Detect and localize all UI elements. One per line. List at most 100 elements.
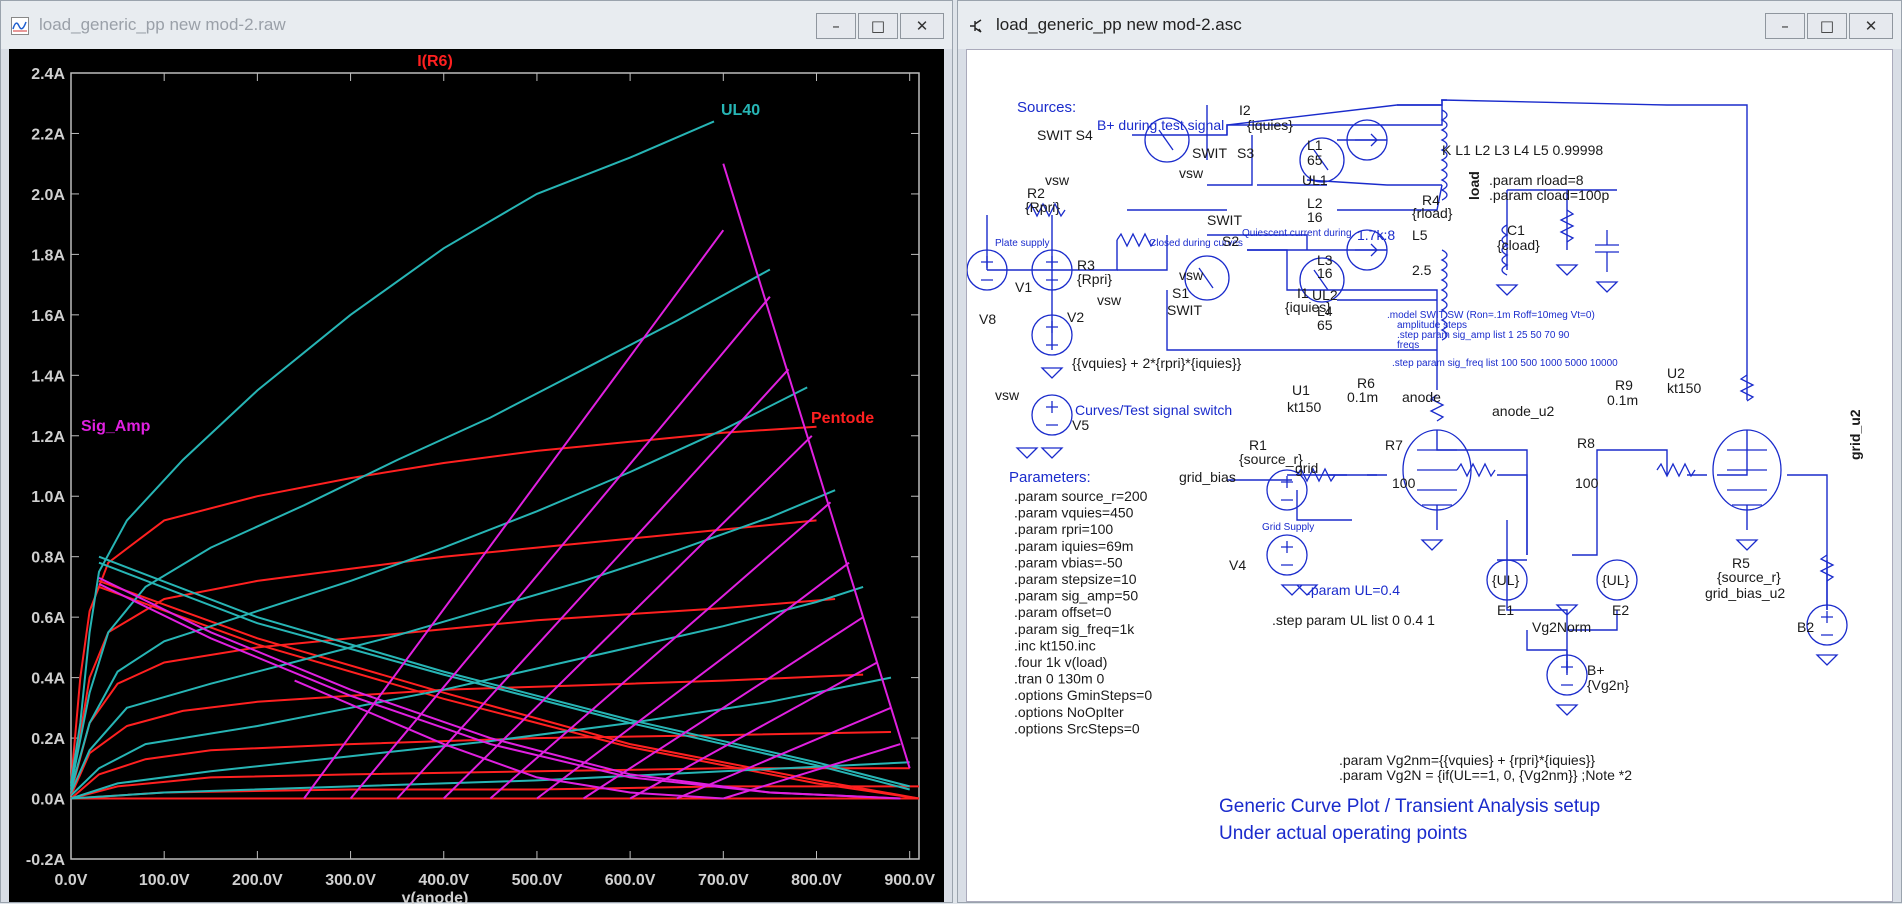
chart-title: I(R6) xyxy=(417,53,453,70)
series-ul40-curve xyxy=(70,585,864,797)
y-tick-label: 0.4A xyxy=(31,671,65,688)
grid-net: grid xyxy=(1295,460,1318,476)
ul1-label: UL1 xyxy=(1302,172,1328,188)
parameter-line: .options SrcSteps=0 xyxy=(1014,720,1140,736)
parameter-line: .param vquies=450 xyxy=(1014,505,1134,521)
parameter-line: .param sig_amp=50 xyxy=(1014,588,1138,604)
y-tick-label: 2.0A xyxy=(31,187,65,204)
heading-line1: Generic Curve Plot / Transient Analysis … xyxy=(1219,796,1600,817)
r5-value: {source_r} xyxy=(1717,569,1781,585)
quiescent-note: Quiescent current during xyxy=(1242,228,1352,239)
parameters-list: .param source_r=200.param vquies=450 .par… xyxy=(1014,488,1152,736)
r4-name: R4 xyxy=(1422,192,1440,208)
plot-chart[interactable]: 2.4A 2.2A 2.0A 1.8A 1.6A 1.4A 1.2A 1.0A 0.8A 0.6A… xyxy=(9,49,946,904)
vsw-net: vsw xyxy=(1045,172,1070,188)
vsw-net: vsw xyxy=(1097,292,1122,308)
series-sig-amp-curve xyxy=(294,679,724,800)
maximize-button[interactable]: □ xyxy=(858,13,898,39)
series-sig-amp-curve xyxy=(676,706,892,800)
schematic-window-titlebar[interactable]: load_generic_pp new mod-2.asc – □ ✕ xyxy=(958,1,1901,49)
vg2n-param: .param Vg2N = {if(UL==1, 0, {Vg2nm}} ;No… xyxy=(1339,767,1632,783)
schematic-window-title: load_generic_pp new mod-2.asc xyxy=(996,15,1242,34)
plot-frame xyxy=(70,72,920,860)
x-tick-label: 300.0V xyxy=(325,872,376,889)
series-sig-amp-curve xyxy=(723,743,901,800)
series-pentode-curve xyxy=(70,519,817,790)
y-tick-label: 1.6A xyxy=(31,308,65,325)
y-tick-label: 2.2A xyxy=(31,126,65,143)
bplus-test-label: B+ during test signal xyxy=(1097,117,1224,133)
l4-name: L4 xyxy=(1317,303,1333,319)
plot-window-titlebar[interactable]: load_generic_pp new mod-2.raw – □ ✕ xyxy=(1,1,952,49)
grid-supply-note: Grid Supply xyxy=(1262,522,1314,533)
r9-name: R9 xyxy=(1615,377,1633,393)
annotation-sig-amp: Sig_Amp xyxy=(81,418,151,435)
r8-value: 100 xyxy=(1575,475,1599,491)
r3-name: R3 xyxy=(1077,257,1095,273)
vg2norm-net: Vg2Norm xyxy=(1532,619,1591,635)
y-tick-label: 1.2A xyxy=(31,429,65,446)
anode-net: anode xyxy=(1402,389,1441,405)
y-tick-label: 0.2A xyxy=(31,731,65,748)
i1-value: {iquies} xyxy=(1285,299,1331,315)
vsw-net: vsw xyxy=(1179,165,1204,181)
x-tick-label: 200.0V xyxy=(232,872,283,889)
y-tick-label: 1.0A xyxy=(31,489,65,506)
vquies-expr: {{vquies} + 2*{rpri}*{iquies}} xyxy=(1072,355,1242,371)
u1-name: U1 xyxy=(1292,382,1310,398)
e1-name: E1 xyxy=(1497,602,1514,618)
c1-value: {cload} xyxy=(1497,237,1540,253)
series-sig-amp-curve xyxy=(629,661,878,800)
series-sig-amp-curve xyxy=(349,296,771,800)
minimize-button[interactable]: – xyxy=(816,13,856,39)
r7-name: R7 xyxy=(1385,437,1403,453)
c1-name: C1 xyxy=(1507,222,1525,238)
amp-steps-note: amplitude steps xyxy=(1397,320,1467,331)
minimize-button[interactable]: – xyxy=(1765,13,1805,39)
series-pentode-curve xyxy=(70,767,910,800)
y-tick-label: 2.4A xyxy=(31,66,65,83)
parameter-line: .param offset=0 xyxy=(1014,604,1112,620)
x-tick-label: 400.0V xyxy=(418,872,469,889)
series-ul40-curve xyxy=(70,268,771,787)
load-net: load xyxy=(1466,171,1482,200)
e2-name: E2 xyxy=(1612,602,1629,618)
plot-pane[interactable]: 2.4A 2.2A 2.0A 1.8A 1.6A 1.4A 1.2A 1.0A 0.8A 0.6A… xyxy=(9,49,946,904)
l1-value: 65 xyxy=(1307,152,1323,168)
schematic-drawing[interactable]: Sources: B+ during test signal I2 {iquie… xyxy=(967,50,1894,903)
b2-label: B2 xyxy=(1797,619,1814,635)
u2-model: kt150 xyxy=(1667,380,1701,396)
close-button[interactable]: ✕ xyxy=(1849,13,1893,39)
series-sig-amp-curve xyxy=(303,229,725,800)
sources-label: Sources: xyxy=(1017,99,1076,116)
l4-value: 65 xyxy=(1317,317,1333,333)
series-sig-amp-curve xyxy=(536,561,850,800)
parameter-line: .inc kt150.inc xyxy=(1014,637,1096,653)
parameter-line: .param iquies=69m xyxy=(1014,538,1133,554)
y-tick-label: -0.2A xyxy=(26,852,66,869)
parameter-line: .param source_r=200 xyxy=(1014,488,1148,504)
y-tick-label: 1.4A xyxy=(31,368,65,385)
schematic-window: load_generic_pp new mod-2.asc – □ ✕ xyxy=(957,0,1902,903)
grid-bias-net: grid_bias xyxy=(1179,469,1236,485)
v2-label: V2 xyxy=(1067,309,1084,325)
anode-u2-net: anode_u2 xyxy=(1492,403,1555,419)
series-sig-amp-curve xyxy=(722,163,911,769)
r6-name: R6 xyxy=(1357,375,1375,391)
s1-value: SWIT xyxy=(1167,302,1202,318)
series-pentode-curve xyxy=(70,425,817,784)
v4-label: V4 xyxy=(1229,557,1246,573)
maximize-button[interactable]: □ xyxy=(1807,13,1847,39)
freqs-note: freqs xyxy=(1397,340,1419,351)
l3-value: 16 xyxy=(1317,265,1333,281)
coupling-directive: K L1 L2 L3 L4 L5 0.99998 xyxy=(1442,142,1603,158)
bplus-name: B+ xyxy=(1587,662,1605,678)
grid-bias-u2-net: grid_bias_u2 xyxy=(1705,585,1785,601)
series-sig-amp-curve xyxy=(396,368,790,800)
schematic-canvas[interactable]: Sources: B+ during test signal I2 {iquie… xyxy=(966,49,1893,902)
s4-label: SWIT S4 xyxy=(1037,127,1093,143)
close-button[interactable]: ✕ xyxy=(900,13,944,39)
series-sig-amp-curve xyxy=(582,616,864,800)
schematic-wires xyxy=(986,99,1828,675)
r2-name: R2 xyxy=(1027,185,1045,201)
